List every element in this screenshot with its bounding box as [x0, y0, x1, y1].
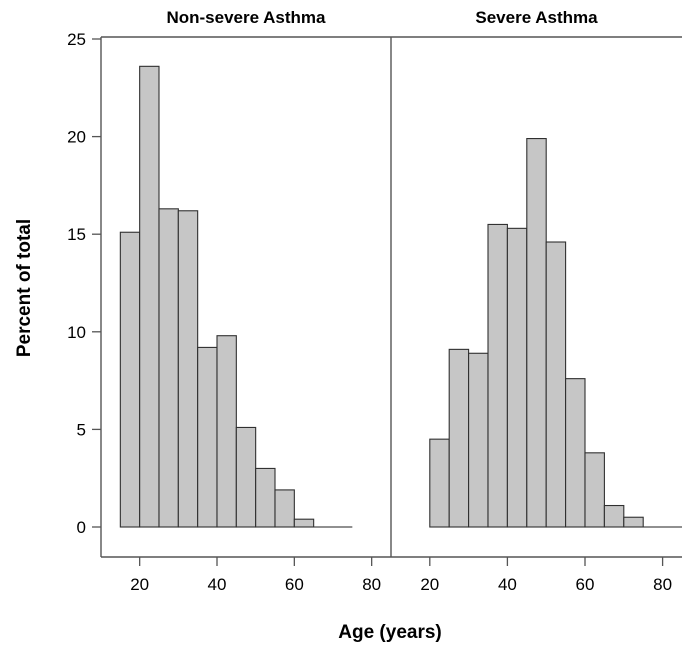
y-axis: 0 5 10 15 20 25 — [67, 30, 101, 537]
y-tick-label: 10 — [67, 323, 86, 342]
histogram-bar — [119, 231, 141, 528]
histogram-bar — [448, 348, 470, 528]
y-tick-label: 15 — [67, 225, 86, 244]
histogram-bar — [293, 518, 315, 528]
y-tick-label: 5 — [77, 420, 86, 439]
panel-title-non-severe: Non-severe Asthma — [166, 8, 326, 27]
histogram-bar — [623, 516, 644, 528]
histogram-bar — [216, 335, 237, 528]
y-tick-label: 25 — [67, 30, 86, 49]
x-tick-label: 80 — [653, 575, 672, 594]
x-tick-label: 60 — [285, 575, 304, 594]
x-axis-title: Age (years) — [338, 622, 442, 643]
histogram-bar — [545, 241, 567, 528]
histogram-bar — [506, 227, 528, 528]
y-tick-label: 20 — [67, 128, 86, 147]
x-tick-label: 40 — [498, 575, 517, 594]
x-axis: 20 40 60 80 20 40 60 80 — [130, 557, 672, 594]
panel-title-severe: Severe Asthma — [475, 8, 598, 27]
x-tick-label: 80 — [362, 575, 381, 594]
histogram-bar — [565, 378, 586, 528]
x-tick-label: 20 — [130, 575, 149, 594]
histogram-bar — [197, 346, 218, 528]
histogram-bar — [235, 426, 257, 528]
histogram-bar — [255, 467, 276, 528]
histogram-bar — [139, 65, 160, 528]
x-tick-label: 60 — [576, 575, 595, 594]
x-tick-label: 40 — [208, 575, 227, 594]
y-tick-label: 0 — [77, 518, 86, 537]
histogram-bar — [526, 138, 547, 528]
bars-group — [119, 65, 682, 528]
histogram-bar — [603, 504, 625, 528]
histogram-bar — [158, 208, 179, 528]
histogram-bar — [429, 438, 450, 528]
histogram-bar — [274, 489, 295, 528]
histogram-bar — [468, 352, 489, 528]
y-axis-title: Percent of total — [14, 219, 35, 357]
x-tick-label: 20 — [420, 575, 439, 594]
histogram-bar — [177, 210, 199, 528]
histogram-bar — [487, 223, 508, 528]
histogram-bar — [584, 452, 605, 528]
